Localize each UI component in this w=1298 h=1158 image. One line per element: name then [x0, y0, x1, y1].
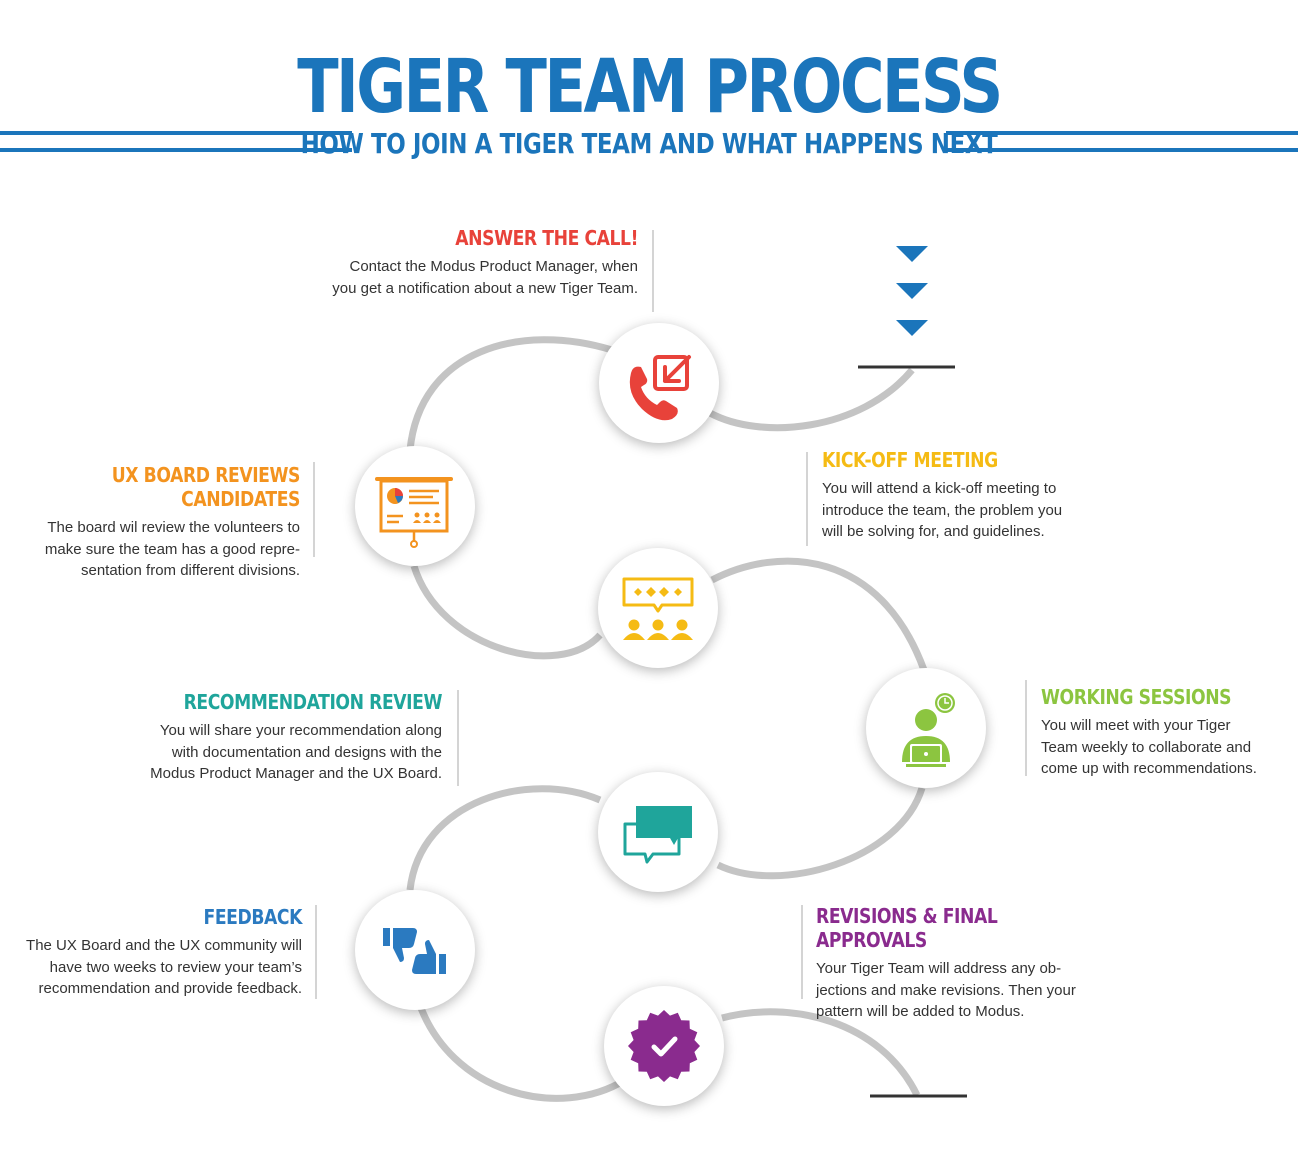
- step-description: Contact the Modus Product Manager, when y…: [332, 258, 638, 297]
- step-node-feedback: [355, 890, 475, 1010]
- step-divider: [315, 905, 317, 999]
- step-revisions-approvals: REVISIONS & FINAL APPROVALS Your Tiger T…: [816, 904, 1116, 1023]
- step-description: Your Tiger Team will address any ob-ject…: [816, 960, 1076, 1020]
- step-title: WORKING SESSIONS: [1041, 685, 1232, 709]
- step-ux-board-reviews: UX BOARD REVIEWS CANDIDATES The board wi…: [10, 463, 301, 582]
- step-description: You will attend a kick-off meeting to int…: [822, 480, 1063, 540]
- down-triangle-icon: [896, 283, 928, 299]
- step-kick-off-meeting: KICK-OFF MEETING You will attend a kick-…: [822, 448, 1122, 543]
- step-divider: [652, 230, 654, 312]
- step-feedback: FEEDBACK The UX Board and the UX communi…: [10, 905, 302, 1000]
- phone-incoming-icon: [629, 355, 691, 421]
- step-node-ux-board-reviews: [355, 446, 475, 566]
- step-divider: [806, 452, 808, 546]
- step-recommendation-review: RECOMMENDATION REVIEW You will share you…: [110, 690, 442, 785]
- step-title: RECOMMENDATION REVIEW: [183, 690, 443, 714]
- step-node-kick-off-meeting: [598, 548, 718, 668]
- step-node-working-sessions: [866, 668, 986, 788]
- person-laptop-clock-icon: [902, 693, 955, 767]
- header-rule-left-bottom: [0, 148, 352, 152]
- step-divider: [1025, 680, 1027, 776]
- thumbs-up-down-icon: [383, 928, 446, 974]
- step-divider: [313, 462, 315, 557]
- step-node-answer-the-call: [599, 323, 719, 443]
- step-node-recommendation-review: [598, 772, 718, 892]
- step-description: You will meet with your Tiger Team weekly…: [1041, 717, 1257, 777]
- down-triangle-icon: [896, 320, 928, 336]
- step-working-sessions: WORKING SESSIONS You will meet with your…: [1041, 685, 1291, 780]
- header-rule-right-bottom: [946, 148, 1298, 152]
- presentation-board-icon: [375, 477, 453, 548]
- step-node-revisions-approvals: [604, 986, 724, 1106]
- chat-bubbles-icon: [623, 806, 692, 864]
- step-answer-the-call: ANSWER THE CALL! Contact the Modus Produ…: [300, 226, 638, 299]
- team-meeting-icon: [622, 577, 694, 640]
- step-description: You will share your recommendation along…: [150, 722, 442, 782]
- step-title: ANSWER THE CALL!: [455, 226, 638, 250]
- step-title: FEEDBACK: [203, 905, 303, 929]
- header-rule-left-top: [0, 131, 352, 135]
- down-triangle-icon: [896, 246, 928, 262]
- page-subtitle: HOW TO JOIN A TIGER TEAM AND WHAT HAPPEN…: [300, 127, 998, 160]
- step-description: The board wil review the volunteers to ma…: [44, 519, 300, 579]
- header-rule-right-top: [946, 131, 1298, 135]
- step-divider: [457, 690, 459, 786]
- step-title: KICK-OFF MEETING: [822, 448, 998, 472]
- step-divider: [801, 905, 803, 999]
- page-title: TIGER TEAM PROCESS: [297, 44, 1003, 130]
- step-title: UX BOARD REVIEWS CANDIDATES: [111, 463, 301, 511]
- step-title: REVISIONS & FINAL APPROVALS: [816, 904, 998, 952]
- approval-badge-icon: [628, 1010, 700, 1082]
- step-description: The UX Board and the UX community will ha…: [26, 937, 302, 997]
